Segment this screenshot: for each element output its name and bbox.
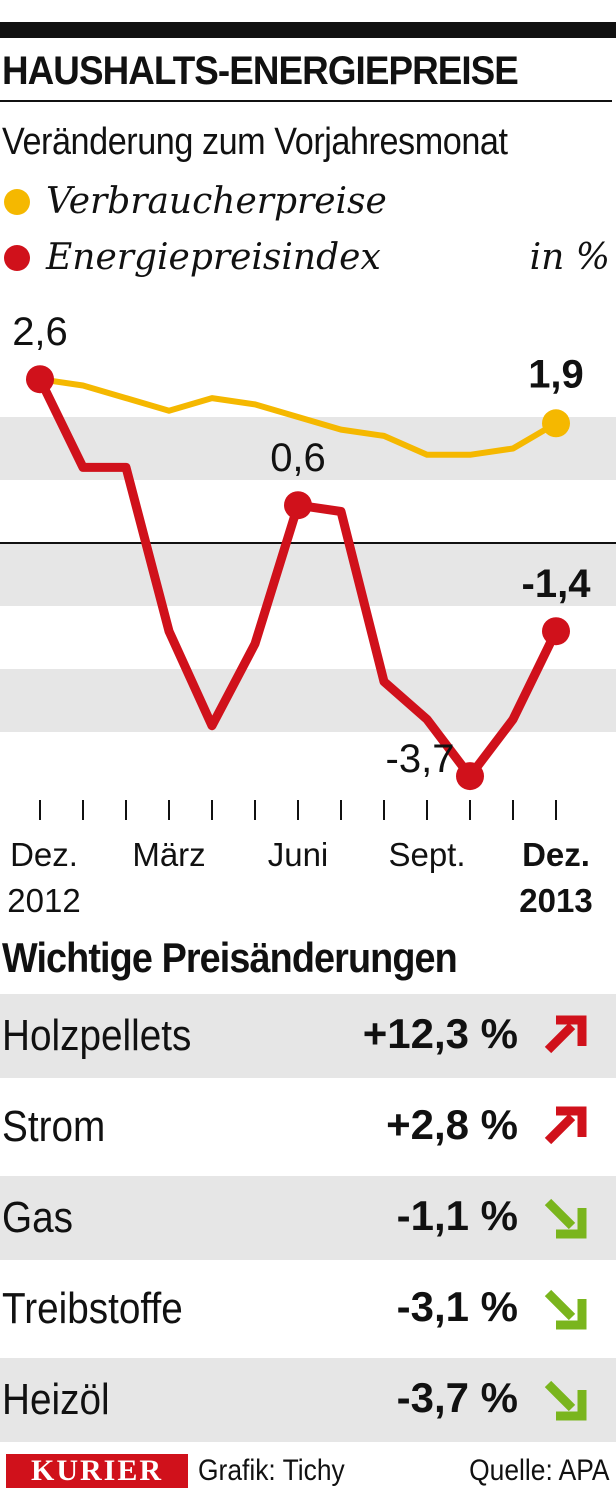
data-label: -3,7: [386, 737, 455, 781]
legend-dot-icon: [4, 245, 30, 271]
line-chart: 1,9 2,6 0,6 -3,7 -1,4 Dez. 2012 März Juni Sept. De…: [0, 310, 616, 919]
chart-subtitle: Veränderung zum Vorjahresmonat: [2, 121, 508, 163]
data-point: [456, 762, 484, 791]
data-label: 2,6: [12, 310, 68, 354]
data-point: [284, 491, 312, 520]
x-tick-label: Dez.: [10, 836, 78, 873]
price-row: Strom +2,8 %: [0, 1085, 616, 1169]
price-row-value: -3,7 %: [396, 1374, 518, 1421]
data-point: [542, 617, 570, 646]
legend-label: Verbraucherpreise: [46, 181, 387, 222]
data-point: [542, 409, 570, 438]
price-row: Gas -1,1 %: [0, 1176, 616, 1260]
legend-dot-icon: [4, 189, 30, 215]
x-tick-label: März: [132, 836, 205, 873]
arrow-down-right-icon: [544, 1380, 587, 1421]
price-row-name: Gas: [2, 1193, 74, 1242]
arrow-up-right-icon: [544, 1015, 587, 1054]
data-label: -1,4: [522, 562, 592, 606]
x-tick-label: Dez.: [522, 836, 590, 873]
price-row-name: Treibstoffe: [2, 1284, 183, 1333]
price-row-name: Strom: [2, 1102, 106, 1151]
x-tick-label: Juni: [268, 836, 329, 873]
top-bar: [0, 22, 616, 38]
price-row-value: -3,1 %: [396, 1283, 518, 1330]
price-row: Treibstoffe -3,1 %: [0, 1267, 616, 1351]
legend-label: Energiepreisindex: [46, 237, 381, 278]
chart-title: HAUSHALTS-ENERGIEPREISE: [2, 49, 519, 93]
x-tick-year-label: 2013: [519, 882, 592, 919]
price-row-name: Heizöl: [2, 1375, 110, 1424]
arrow-up-right-icon: [544, 1106, 587, 1145]
price-row-value: -1,1 %: [396, 1192, 518, 1239]
arrow-down-right-icon: [544, 1198, 587, 1239]
kurier-logo: KURIER: [6, 1454, 188, 1488]
data-point: [26, 365, 54, 394]
x-tick-year-label: 2012: [7, 882, 80, 919]
price-changes-title: Wichtige Preisänderungen: [2, 934, 458, 981]
price-row-value: +2,8 %: [386, 1101, 518, 1148]
price-row-name: Holzpellets: [2, 1011, 192, 1060]
unit-label: in %: [529, 237, 610, 278]
chart-band: [0, 543, 616, 606]
series-line-verbraucherpreise: [37, 376, 559, 458]
source-credit: Quelle: APA: [469, 1454, 610, 1487]
legend-item-verbraucherpreise: Verbraucherpreise: [4, 180, 387, 224]
x-tick-label: Sept.: [388, 836, 465, 873]
price-row-value: +12,3 %: [362, 1010, 518, 1057]
legend-item-energiepreisindex: Energiepreisindex: [4, 236, 381, 280]
arrow-down-right-icon: [544, 1289, 587, 1330]
footer: KURIER Grafik: Tichy Quelle: APA: [0, 1452, 616, 1490]
price-row: Holzpellets +12,3 %: [0, 994, 616, 1078]
data-label: 0,6: [270, 436, 326, 480]
graphic-credit: Grafik: Tichy: [198, 1454, 345, 1487]
title-rule: [0, 100, 612, 102]
price-row: Heizöl -3,7 %: [0, 1358, 616, 1442]
data-label: 1,9: [528, 352, 584, 396]
